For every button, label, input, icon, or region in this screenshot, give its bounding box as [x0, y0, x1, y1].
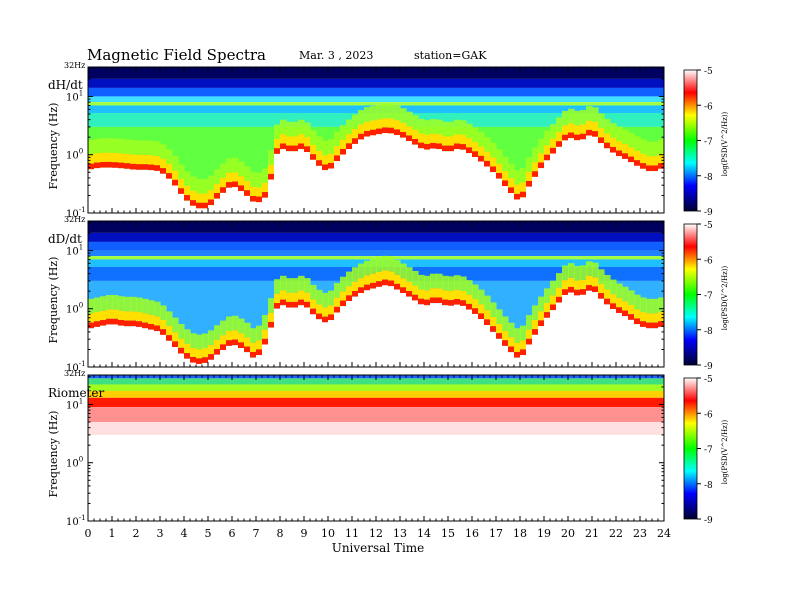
x-tick-label: 14 [417, 527, 431, 540]
x-tick-label: 18 [513, 527, 527, 540]
spectrogram-image [88, 67, 664, 213]
spectrogram-image [88, 375, 664, 521]
x-tick-label: 10 [321, 527, 335, 540]
colorbar: -5 -6 -7 -8 -9 log(PSD(V^2/Hz)) [683, 375, 729, 526]
panel-top-label: 32Hz [64, 61, 85, 70]
panel-top-label: 32Hz [64, 369, 85, 378]
y-tick-label: 100 [66, 148, 83, 162]
x-tick-label: 12 [369, 527, 383, 540]
colorbar-label: log(PSD(V^2/Hz)) [721, 265, 729, 330]
y-axis-label: Frequency (Hz) [47, 257, 60, 344]
x-tick-label: 8 [277, 527, 284, 540]
xaxis-label: Universal Time [332, 541, 425, 555]
colorbar-tick-label: -8 [704, 481, 713, 491]
y-tick-label: 10-1 [66, 514, 86, 528]
x-tick-label: 6 [229, 527, 236, 540]
x-tick-label: 1 [109, 527, 116, 540]
colorbar: -5 -6 -7 -8 -9 log(PSD(V^2/Hz)) [683, 221, 729, 372]
colorbar-tick-label: -6 [704, 256, 713, 266]
y-tick-label: 101 [66, 89, 83, 103]
x-tick-label: 17 [489, 527, 503, 540]
colorbar: -5 -6 -7 -8 -9 log(PSD(V^2/Hz)) [683, 67, 729, 218]
y-tick-label: 100 [66, 456, 83, 470]
figure-title: Magnetic Field Spectra [87, 46, 266, 64]
x-tick-label: 9 [301, 527, 308, 540]
x-tick-label: 15 [441, 527, 455, 540]
panel-label: Riometer [48, 386, 105, 400]
spectrogram-image [88, 221, 664, 367]
date-label: Mar. 3 , 2023 [299, 49, 373, 62]
panel-label: dD/dt [48, 232, 82, 246]
x-tick-label: 23 [633, 527, 647, 540]
x-tick-label: 22 [609, 527, 623, 540]
y-tick-label: 10-1 [66, 206, 86, 220]
colorbar-tick-label: -9 [704, 208, 713, 218]
colorbar-tick-label: -7 [704, 292, 713, 302]
colorbar-tick-label: -8 [704, 173, 713, 183]
x-tick-label: 3 [157, 527, 164, 540]
colorbar-tick-label: -5 [704, 221, 713, 231]
y-tick-label: 101 [66, 243, 83, 257]
panel-label: dH/dt [48, 78, 83, 92]
x-tick-label: 4 [181, 527, 188, 540]
x-tick-label: 13 [393, 527, 407, 540]
colorbar-tick-label: -6 [704, 410, 713, 420]
x-tick-label: 11 [345, 527, 359, 540]
x-tick-label: 21 [585, 527, 599, 540]
y-tick-label: 101 [66, 397, 83, 411]
x-tick-label: 20 [561, 527, 575, 540]
colorbar-tick-label: -5 [704, 375, 713, 385]
colorbar-tick-label: -9 [704, 362, 713, 372]
x-tick-label: 16 [465, 527, 479, 540]
time-axis: 0 1 2 3 4 5 6 7 8 9 10 11 12 13 14 15 16 17 18 19 20 21 22 23 24 [85, 527, 672, 540]
x-tick-label: 0 [85, 527, 92, 540]
x-tick-label: 7 [253, 527, 260, 540]
spectrogram-panel-3: 10-1 100 101 32Hz Riometer Frequency (Hz) -5 -6… [47, 369, 729, 528]
colorbar-label: log(PSD(V^2/Hz)) [721, 111, 729, 176]
colorbar-tick-label: -8 [704, 327, 713, 337]
y-axis-label: Frequency (Hz) [47, 103, 60, 190]
x-tick-label: 2 [133, 527, 140, 540]
colorbar-tick-label: -7 [704, 138, 713, 148]
x-tick-label: 24 [657, 527, 671, 540]
station-label: station=GAK [414, 49, 487, 62]
x-tick-label: 5 [205, 527, 212, 540]
y-tick-label: 10-1 [66, 360, 86, 374]
colorbar-tick-label: -9 [704, 516, 713, 526]
colorbar-tick-label: -5 [704, 67, 713, 77]
x-tick-label: 19 [537, 527, 551, 540]
panel-top-label: 32Hz [64, 215, 85, 224]
colorbar-tick-label: -7 [704, 446, 713, 456]
y-tick-label: 100 [66, 302, 83, 316]
y-axis-label: Frequency (Hz) [47, 411, 60, 498]
colorbar-label: log(PSD(V^2/Hz)) [721, 419, 729, 484]
colorbar-tick-label: -6 [704, 102, 713, 112]
